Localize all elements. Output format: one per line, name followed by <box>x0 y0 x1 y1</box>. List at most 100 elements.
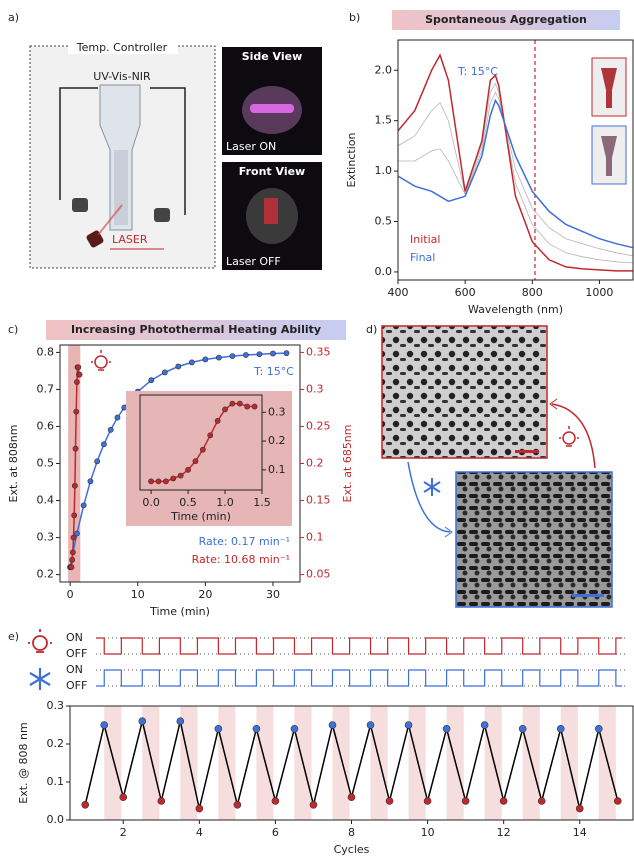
title-banner <box>392 10 620 30</box>
tem-image <box>455 471 613 608</box>
span <box>332 706 350 820</box>
marker <box>207 432 214 439</box>
span <box>484 706 502 820</box>
marker <box>107 426 114 433</box>
photo-detail <box>264 198 278 224</box>
legend-label: Initial <box>410 233 440 246</box>
y-tick-label: 0.3 <box>47 699 65 712</box>
x-tick-label: 20 <box>198 588 212 601</box>
scale-bar <box>572 594 604 597</box>
marker <box>461 797 470 805</box>
marker <box>176 717 185 726</box>
annotation: T: 15°C <box>457 65 498 78</box>
marker <box>188 359 195 366</box>
y-tick-label: 0.2 <box>47 737 65 750</box>
x-tick-label: 30 <box>266 588 280 601</box>
marker <box>76 371 83 378</box>
y2-tick-label: 0.15 <box>306 494 331 507</box>
x-axis-label: Time (min) <box>149 605 210 618</box>
x-tick-label: 1.5 <box>253 496 271 509</box>
marker <box>256 351 263 358</box>
y-tick-label: 0.2 <box>268 434 286 447</box>
marker <box>114 414 121 421</box>
marker <box>162 478 169 485</box>
marker <box>594 724 603 733</box>
marker <box>119 793 128 802</box>
marker <box>423 797 432 805</box>
legend-label: Final <box>410 251 435 264</box>
x-tick-label: 1.0 <box>216 496 234 509</box>
marker <box>185 466 191 473</box>
series-line <box>397 82 634 264</box>
marker <box>161 369 168 376</box>
photo-caption: Laser ON <box>226 140 276 153</box>
plot-background <box>126 391 292 526</box>
y-tick-label: 2.0 <box>375 63 393 76</box>
panel-label: c) <box>8 323 18 336</box>
title-banner <box>46 320 346 340</box>
x-tick-label: 10 <box>131 588 145 601</box>
y-tick-label: 0.7 <box>37 382 55 395</box>
detector <box>154 208 170 222</box>
marker <box>328 721 337 729</box>
marker <box>251 403 258 410</box>
marker <box>94 458 101 465</box>
instrument-label: UV-Vis-NIR <box>93 70 151 83</box>
x-axis-label: Time (min) <box>170 510 231 523</box>
marker <box>74 379 80 385</box>
series-line <box>69 352 287 568</box>
marker <box>71 482 78 489</box>
marker <box>148 377 155 384</box>
y-tick-label: 0.1 <box>47 775 65 788</box>
marker <box>100 721 109 729</box>
marker <box>215 354 222 361</box>
marker <box>613 797 622 805</box>
span <box>104 706 122 820</box>
photo-caption: Laser OFF <box>226 255 281 268</box>
span <box>370 706 388 820</box>
x-tick-label: 8 <box>348 826 355 839</box>
marker <box>575 804 584 813</box>
tem-image <box>381 325 548 459</box>
x-tick-label: 2 <box>120 826 127 839</box>
controller-label: Temp. Controller <box>76 41 168 54</box>
marker <box>222 406 228 413</box>
marker <box>148 478 154 485</box>
marker <box>71 512 78 519</box>
laser-label: LASER <box>112 233 148 246</box>
marker <box>236 400 243 407</box>
marker <box>243 352 249 358</box>
wire <box>59 87 186 215</box>
x-tick-label: 800 <box>522 286 543 299</box>
bulb-icon <box>28 629 52 653</box>
marker <box>81 800 90 809</box>
marker <box>229 400 236 407</box>
marker <box>244 403 251 410</box>
marker <box>75 364 82 371</box>
x-tick-label: 0.5 <box>179 496 197 509</box>
snowflake-icon <box>29 668 51 690</box>
plot-frame <box>397 39 634 281</box>
x-tick-label: 1000 <box>585 286 613 299</box>
marker <box>72 445 79 452</box>
x-tick-label: 14 <box>573 826 587 839</box>
x-tick-label: 6 <box>272 826 279 839</box>
span <box>408 706 426 820</box>
y2-tick-label: 0.1 <box>306 531 324 544</box>
y-tick-label: 0.0 <box>375 265 393 278</box>
photo-detail <box>601 68 617 108</box>
y-tick-label: 0.1 <box>268 463 286 476</box>
x-axis-label: Wavelength (nm) <box>468 303 563 316</box>
marker <box>138 717 147 726</box>
snowflake-icon <box>423 478 441 496</box>
y-tick-label: 0.0 <box>47 813 65 826</box>
y-tick-label: 0.8 <box>37 345 55 358</box>
state-label: ON <box>66 663 83 676</box>
chart-title: Increasing Photothermal Heating Ability <box>71 323 321 336</box>
marker <box>101 441 107 448</box>
marker <box>347 793 356 802</box>
marker <box>309 800 318 809</box>
y-axis-label: Ext. @ 808 nm <box>17 722 30 803</box>
y2-tick-label: 0.3 <box>306 382 324 395</box>
x-tick-label: 4 <box>196 826 203 839</box>
